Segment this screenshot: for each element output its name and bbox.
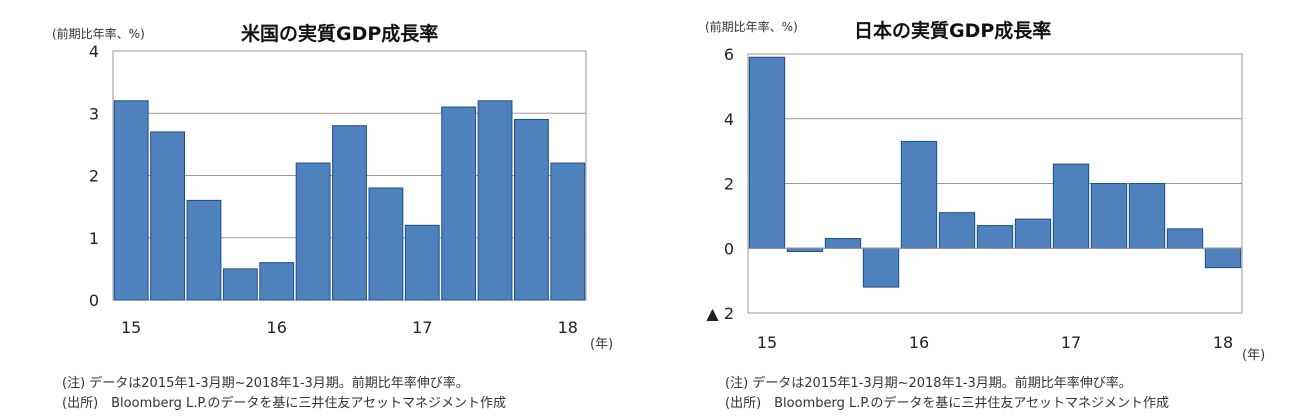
y-unit-label: (前期比年率、%) <box>52 27 145 41</box>
y-unit-label: (前期比年率、%) <box>705 20 798 34</box>
bar <box>1204 247 1242 269</box>
bar <box>404 224 440 301</box>
bar <box>259 262 295 301</box>
chart-title: 日本の実質GDP成長率 <box>854 20 1052 42</box>
jp-gdp-chart-panel: (前期比年率、%) 日本の実質GDP成長率 ▲ 2 0 2 4 6 15 16 17 18 (年… <box>650 0 1295 418</box>
source-text: (出所) Bloomberg L.P.のデータを基に三井住友アセットマネジメント… <box>62 396 507 411</box>
x-tick-label: 17 <box>412 318 432 337</box>
bar <box>550 162 586 301</box>
bar <box>441 106 477 301</box>
bar <box>1014 218 1052 249</box>
x-tick-label: 15 <box>121 318 141 337</box>
y-tick-label: 0 <box>724 239 734 258</box>
bar <box>186 199 222 301</box>
x-tick-label: 16 <box>267 318 287 337</box>
bar <box>113 100 149 301</box>
bar <box>477 100 513 301</box>
x-tick-label: 17 <box>1061 333 1081 352</box>
bar <box>748 56 786 249</box>
jp-gdp-bar-chart: ▲ 2 0 2 4 6 15 16 17 18 <box>706 45 1243 352</box>
bar <box>332 125 367 301</box>
y-tick-label: 4 <box>724 110 734 129</box>
bar <box>1128 183 1166 249</box>
x-tick-label: 18 <box>1213 333 1233 352</box>
bar <box>368 187 404 301</box>
y-tick-label: ▲ 2 <box>706 304 734 323</box>
note-text: (注) データは2015年1-3月期~2018年1-3月期。前期比年率伸び率。 <box>725 376 1132 391</box>
y-tick-label: 1 <box>89 229 99 248</box>
y-tick-label: 2 <box>89 167 99 186</box>
bar <box>1090 183 1128 249</box>
bar <box>222 268 258 301</box>
bar <box>1052 163 1090 249</box>
note-text: (注) データは2015年1-3月期~2018年1-3月期。前期比年率伸び率。 <box>62 376 469 391</box>
us-gdp-bar-chart: 0 1 2 3 4 15 16 17 18 <box>89 42 587 337</box>
y-tick-label: 4 <box>89 42 99 61</box>
us-gdp-chart-panel: (前期比年率、%) 米国の実質GDP成長率 0 1 2 3 4 15 16 17 18 (年) … <box>0 0 640 418</box>
x-tick-label: 18 <box>558 318 578 337</box>
bar <box>976 225 1014 249</box>
chart-title: 米国の実質GDP成長率 <box>241 23 439 45</box>
x-tick-label: 15 <box>757 333 777 352</box>
x-unit-label: (年) <box>590 337 614 352</box>
bar <box>295 162 331 301</box>
x-unit-label: (年) <box>1242 348 1266 363</box>
y-tick-label: 3 <box>89 104 99 123</box>
y-tick-label: 6 <box>724 45 734 64</box>
bar <box>824 238 862 249</box>
bar <box>862 247 900 288</box>
y-tick-label: 0 <box>89 291 99 310</box>
y-tick-label: 2 <box>724 175 734 194</box>
source-text: (出所) Bloomberg L.P.のデータを基に三井住友アセットマネジメント… <box>725 396 1170 411</box>
x-tick-label: 16 <box>909 333 929 352</box>
bar <box>150 131 185 301</box>
bar <box>900 140 938 249</box>
bar <box>1166 228 1204 249</box>
bar <box>938 212 976 249</box>
bar <box>514 118 549 301</box>
